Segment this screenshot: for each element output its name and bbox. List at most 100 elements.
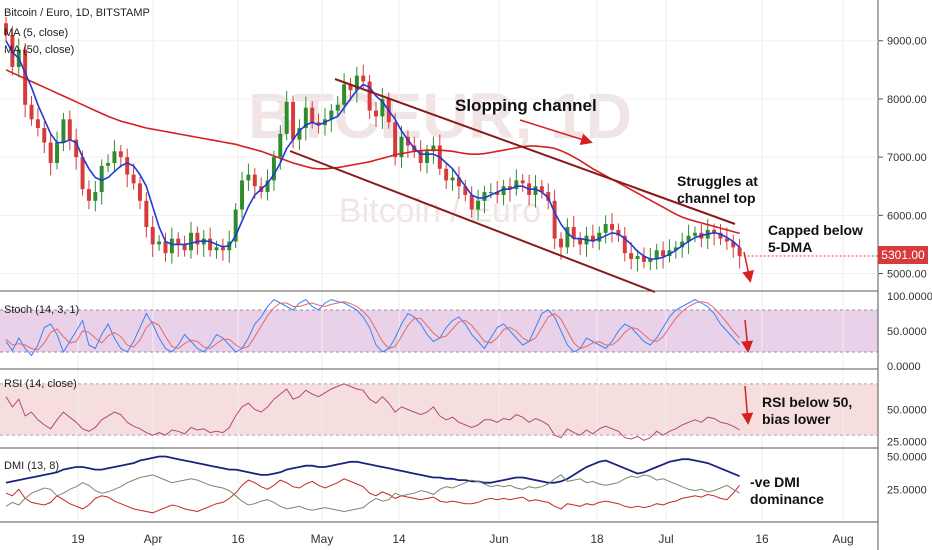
candle-body [476, 200, 481, 210]
candle-body [214, 247, 219, 251]
candle-body [195, 232, 200, 245]
candle-body [546, 192, 551, 201]
dmi-panel [5, 455, 740, 514]
watermark-name: Bitcoin / Euro [339, 192, 541, 230]
candle-body [380, 98, 385, 117]
candle-body [74, 139, 79, 158]
candle-body [4, 23, 8, 35]
candle-body [731, 241, 736, 248]
annotation-rsi-line2: bias lower [762, 411, 831, 427]
candle-body [456, 177, 461, 187]
rsi-panel [0, 383, 878, 441]
candle-body [252, 174, 257, 187]
channel-upper-line [334, 78, 736, 225]
annotation-dmi-line2: dominance [750, 491, 824, 507]
rsi-tick-label: 25.0000 [887, 437, 927, 449]
candle-body [686, 235, 691, 242]
candle-body [131, 174, 136, 184]
candle-body [501, 186, 506, 195]
candle-body [112, 151, 117, 163]
price-tick-label: 6000.00 [887, 210, 927, 222]
x-tick-label: 16 [755, 532, 769, 546]
candle-body [539, 186, 544, 193]
candle-body [246, 174, 251, 181]
rsi-arrow [741, 385, 754, 425]
rsi-tick-label: 50.0000 [887, 405, 927, 417]
last-price-badge [878, 246, 928, 264]
x-tick-label: Aug [832, 532, 853, 546]
stoch-band [0, 310, 878, 352]
x-tick-label: May [311, 532, 334, 546]
candle-body [271, 157, 276, 181]
price-tick-label: 7000.00 [887, 152, 927, 164]
candle-body [342, 84, 347, 105]
x-tick-label: Apr [144, 532, 163, 546]
candle-body [405, 136, 410, 146]
chart-title: Bitcoin / Euro, 1D, BITSTAMP [4, 7, 150, 19]
ma50-label: MA (50, close) [4, 44, 74, 56]
candle-body [61, 119, 66, 143]
candle-body [42, 128, 47, 143]
candle-body [603, 224, 608, 233]
dmi-tick-label: 50.0000 [887, 452, 927, 464]
candle-body [125, 157, 130, 175]
x-tick-label: 18 [590, 532, 604, 546]
dmi-label: DMI (13, 8) [4, 460, 59, 472]
candle-body [176, 238, 181, 245]
stoch-k-line [5, 298, 740, 357]
candle-body [629, 253, 634, 259]
dmi-tick-label: 25.0000 [887, 484, 927, 496]
candle-body [150, 226, 155, 245]
candle-body [450, 177, 455, 181]
candle-body [431, 145, 436, 152]
candle-body [393, 122, 398, 158]
candle-body [48, 142, 53, 163]
rsi-line [5, 383, 740, 441]
candle-body [361, 75, 366, 82]
candle-body [182, 244, 187, 251]
candle-body [220, 247, 225, 251]
stoch-arrow [741, 319, 754, 353]
candle-body [488, 192, 493, 194]
candle-body [144, 200, 149, 227]
capped-arrow [742, 251, 754, 283]
candle-body [418, 151, 423, 163]
candle-body [310, 107, 315, 123]
candle-body [533, 186, 538, 195]
candle-body [673, 247, 678, 251]
annotation-dmi-line1: -ve DMI [750, 474, 800, 490]
minus-di-line [5, 478, 740, 514]
candle-body [590, 235, 595, 242]
candle-body [495, 192, 500, 195]
candle-body [297, 128, 302, 140]
candle-body [335, 104, 340, 111]
stoch-tick-label: 0.0000 [887, 361, 921, 373]
candle-body [565, 226, 570, 248]
candle-body [67, 119, 72, 140]
candle-body [571, 226, 576, 239]
candle-body [303, 107, 308, 129]
candle-body [692, 232, 697, 236]
candle-body [610, 224, 615, 230]
candle-body [354, 75, 359, 91]
annotation-rsi-line1: RSI below 50, [762, 394, 852, 410]
candle-body [265, 180, 270, 193]
candle-body [425, 151, 430, 163]
candle-body [616, 229, 621, 236]
candle-body [559, 238, 563, 248]
candle-body [106, 162, 111, 166]
candle-body [463, 186, 468, 195]
candle-body [240, 180, 245, 210]
annotation-struggles-line1: Struggles at [677, 173, 758, 189]
stoch-tick-label: 100.0000 [887, 291, 932, 303]
candle-body [718, 232, 723, 239]
candle-body [712, 229, 717, 233]
candle-body [80, 157, 85, 190]
candle-body [55, 142, 60, 163]
candle-body [86, 189, 91, 201]
candle-body [29, 104, 34, 120]
candle-body [654, 250, 659, 259]
candle-body [99, 165, 104, 193]
candle-body [163, 241, 168, 254]
